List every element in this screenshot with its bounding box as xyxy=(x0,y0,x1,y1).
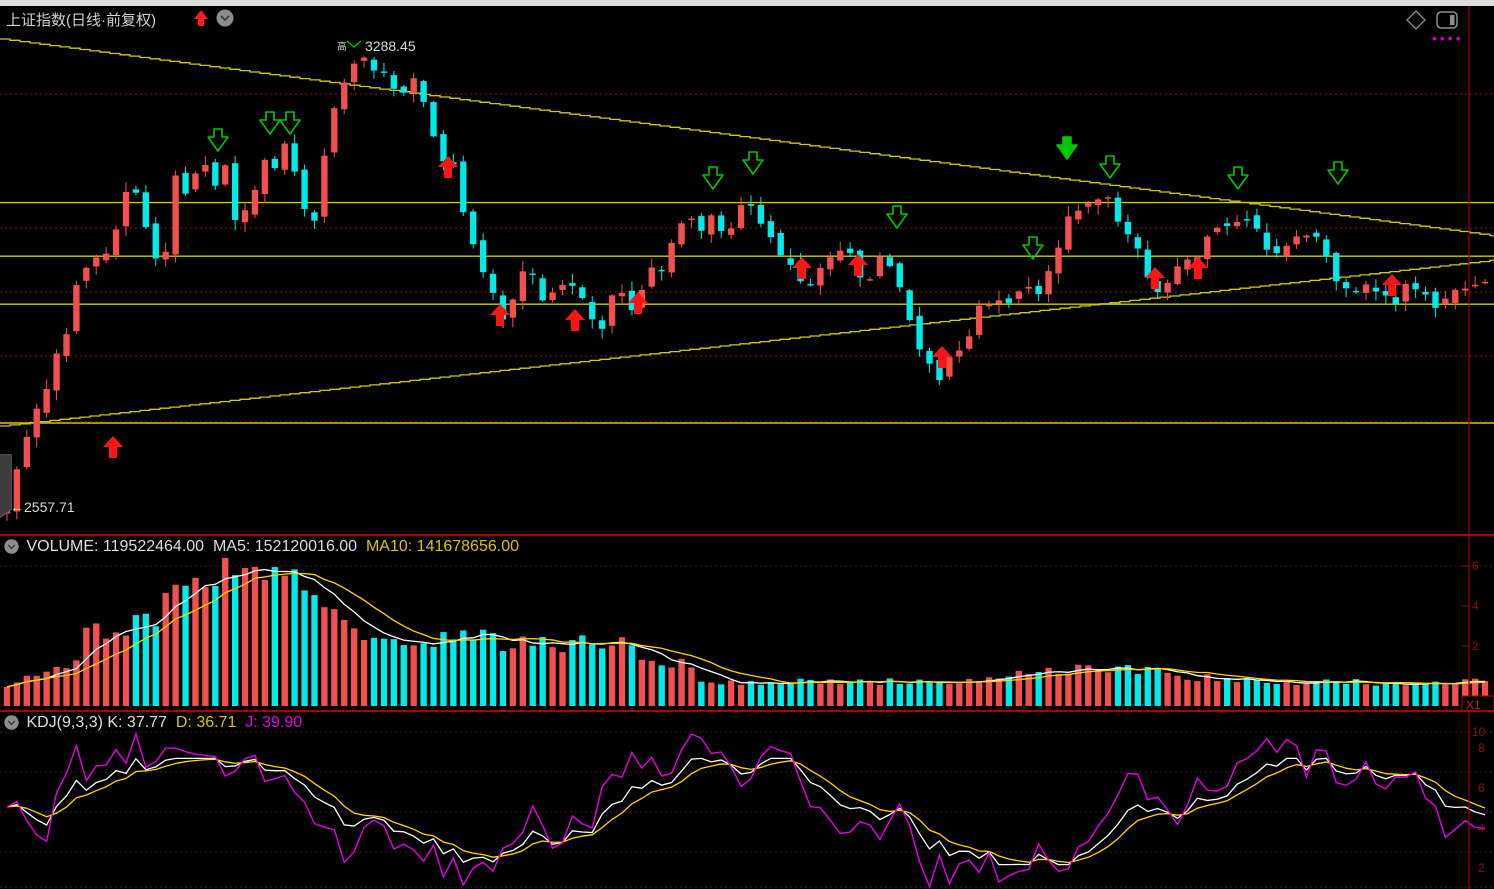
svg-text:10: 10 xyxy=(1472,725,1486,739)
svg-text:2: 2 xyxy=(1478,861,1485,875)
svg-text:8: 8 xyxy=(1478,741,1485,755)
svg-text:3288.45: 3288.45 xyxy=(365,38,416,54)
svg-text:6: 6 xyxy=(1478,781,1485,795)
svg-text:4: 4 xyxy=(1478,821,1485,835)
svg-text:2: 2 xyxy=(1472,639,1479,653)
svg-text:4: 4 xyxy=(1472,599,1479,613)
svg-text:高: 高 xyxy=(337,40,347,53)
svg-text:6: 6 xyxy=(1472,559,1479,573)
svg-text:←2557.71: ←2557.71 xyxy=(10,499,75,515)
